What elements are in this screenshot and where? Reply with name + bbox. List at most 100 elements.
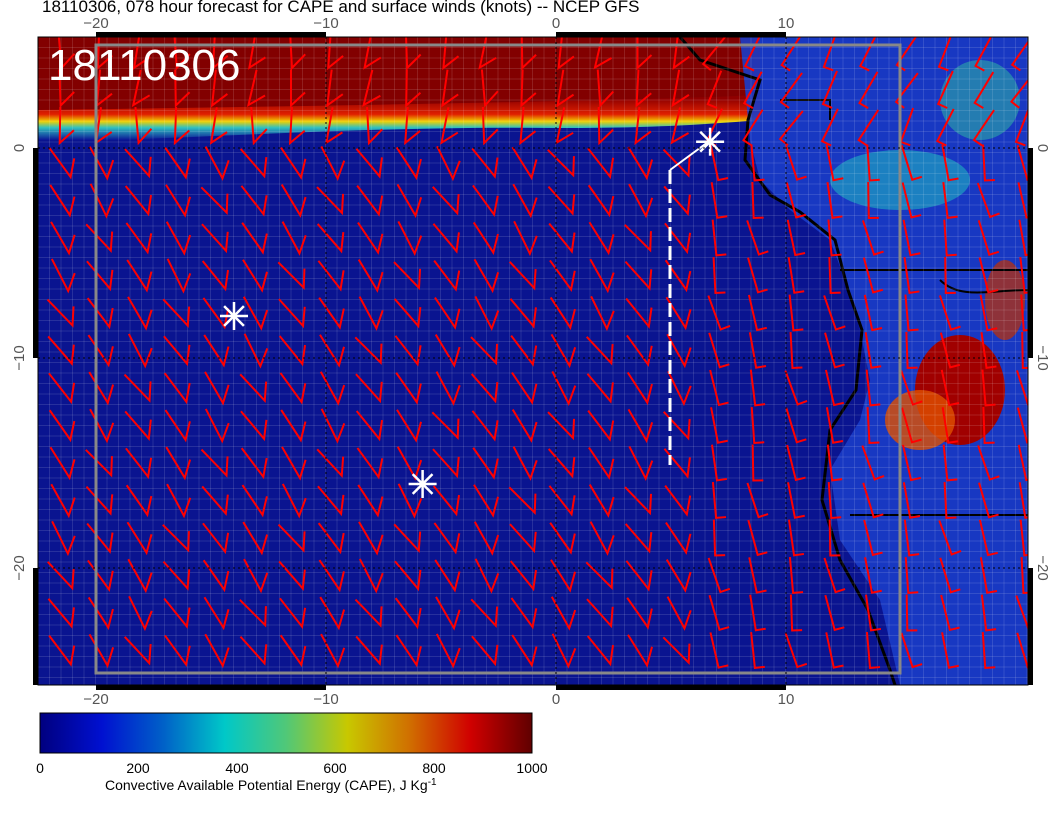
wind-barb bbox=[585, 336, 614, 366]
wind-barb bbox=[976, 182, 1000, 219]
wind-barb bbox=[588, 484, 615, 518]
wind-barb bbox=[821, 70, 838, 109]
wind-barb bbox=[548, 485, 576, 517]
lat-tick: 0 bbox=[1034, 144, 1051, 152]
wind-barb bbox=[978, 482, 999, 519]
wind-barb bbox=[820, 108, 839, 147]
wind-barb bbox=[710, 407, 728, 444]
wind-barb bbox=[246, 69, 266, 108]
wind-barb bbox=[279, 597, 307, 630]
wind-barb bbox=[250, 106, 268, 146]
wind-barb bbox=[127, 333, 153, 369]
wind-barb bbox=[711, 444, 728, 482]
wind-barb bbox=[628, 183, 654, 219]
wind-barb bbox=[748, 557, 767, 594]
wind-barb bbox=[125, 222, 153, 255]
wind-barb bbox=[316, 448, 345, 479]
lat-tick: −20 bbox=[11, 555, 28, 580]
wind-barb bbox=[166, 483, 192, 519]
wind-barb bbox=[663, 185, 691, 216]
wind-barb bbox=[547, 448, 576, 479]
colorbar-tick: 0 bbox=[36, 760, 44, 776]
wind-barb bbox=[474, 296, 500, 332]
wind-barb bbox=[980, 594, 997, 632]
wind-barb bbox=[751, 444, 764, 482]
wind-barb bbox=[864, 332, 882, 369]
wind-barb bbox=[977, 219, 1000, 256]
wind-barb bbox=[57, 37, 76, 71]
wind-barb bbox=[634, 106, 652, 146]
wind-barb bbox=[747, 519, 768, 557]
wind-barb bbox=[1018, 482, 1028, 519]
wind-barb bbox=[861, 220, 884, 256]
wind-barb bbox=[165, 221, 192, 256]
wind-barb bbox=[549, 522, 576, 555]
wind-barb bbox=[663, 448, 691, 479]
wind-barb bbox=[519, 106, 537, 146]
wind-barb bbox=[48, 635, 76, 667]
wind-barb bbox=[939, 557, 961, 594]
wind-barb bbox=[857, 109, 880, 147]
wind-barb bbox=[1019, 257, 1028, 294]
wind-barb bbox=[784, 370, 808, 406]
wind-barb bbox=[357, 484, 384, 518]
wind-barb bbox=[48, 409, 76, 443]
wind-barb bbox=[626, 597, 653, 630]
wind-barb bbox=[202, 559, 230, 593]
wind-barb bbox=[550, 333, 577, 369]
wind-barb bbox=[742, 71, 763, 109]
wind-barb bbox=[778, 110, 804, 147]
wind-barb bbox=[935, 108, 955, 147]
wind-barb bbox=[1015, 370, 1028, 406]
wind-barb bbox=[747, 257, 768, 294]
wind-barb bbox=[508, 261, 537, 291]
wind-barb bbox=[471, 147, 499, 179]
wind-barb bbox=[509, 523, 537, 554]
wind-barb bbox=[788, 556, 804, 595]
wind-barb bbox=[511, 146, 538, 181]
wind-barb bbox=[165, 184, 191, 218]
storm-marker-icon bbox=[220, 302, 248, 330]
wind-barb bbox=[1010, 37, 1028, 72]
wind-barb bbox=[280, 184, 307, 218]
wind-barb bbox=[706, 70, 723, 109]
wind-barb bbox=[393, 261, 422, 291]
wind-barb bbox=[865, 631, 881, 670]
wind-barb bbox=[164, 147, 191, 180]
wind-barb bbox=[277, 261, 306, 291]
wind-barb bbox=[320, 146, 346, 182]
wind-barb bbox=[200, 448, 229, 478]
wind-barb bbox=[396, 183, 423, 219]
wind-barb bbox=[470, 373, 499, 404]
wind-barb bbox=[50, 221, 76, 256]
wind-barb bbox=[357, 259, 384, 293]
wind-barb bbox=[432, 485, 461, 517]
wind-barb bbox=[550, 559, 576, 593]
wind-barb bbox=[549, 259, 576, 293]
wind-barb bbox=[710, 182, 728, 219]
wind-barb bbox=[665, 559, 692, 593]
lon-ticks-top: −20 −10 0 10 bbox=[83, 15, 794, 32]
colorbar-tick: 1000 bbox=[516, 760, 547, 776]
lon-tick: 10 bbox=[778, 15, 795, 32]
wind-barb bbox=[47, 335, 75, 366]
lat-tick: −10 bbox=[1034, 345, 1051, 370]
wind-barb bbox=[662, 411, 691, 441]
wind-barb bbox=[203, 334, 230, 368]
wind-barb bbox=[473, 521, 500, 556]
wind-barb bbox=[242, 259, 268, 293]
wind-barb bbox=[240, 447, 268, 480]
wind-barb bbox=[751, 181, 764, 220]
wind-barb bbox=[320, 633, 346, 669]
wind-barb bbox=[355, 373, 383, 404]
wind-barb bbox=[786, 444, 806, 482]
wind-barb bbox=[520, 69, 537, 108]
wind-barb bbox=[550, 596, 577, 631]
wind-barb bbox=[48, 372, 76, 405]
wind-barb bbox=[278, 335, 307, 367]
wind-barb bbox=[787, 257, 805, 294]
wind-barb bbox=[434, 559, 461, 593]
wind-barb bbox=[1020, 294, 1028, 332]
wind-barb bbox=[317, 485, 345, 517]
wind-barb bbox=[547, 411, 576, 441]
